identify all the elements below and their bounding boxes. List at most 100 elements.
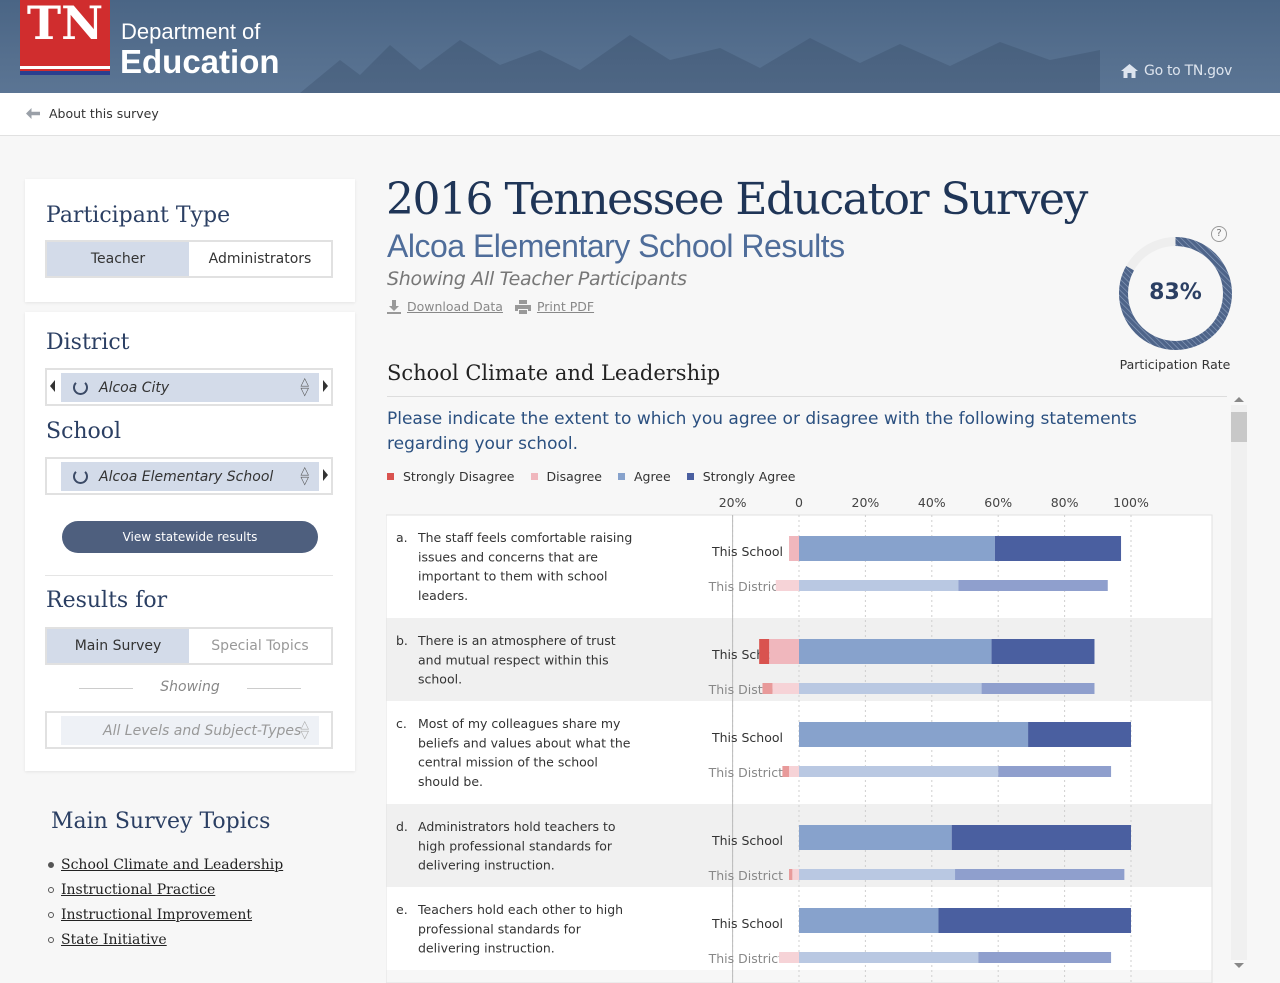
question-text: issues and concerns that are [418,549,598,564]
bullet-icon [48,911,54,918]
x-tick-label: 100% [1113,495,1149,510]
about-survey-link[interactable]: About this survey [26,106,159,121]
participant-type-panel: Participant Type Teacher Administrators [25,179,355,302]
school-disagree-bar [789,536,799,561]
main-survey-option[interactable]: Main Survey [47,629,189,663]
topic-link[interactable]: Instructional Practice [61,881,216,898]
bullet-icon [48,936,54,943]
scroll-down-arrow-icon[interactable] [1234,963,1244,968]
x-tick-label: 80% [1051,495,1079,510]
school-select-value-box: Alcoa Elementary School △ ▽ [61,462,319,491]
teacher-option[interactable]: Teacher [47,242,189,276]
page-title: 2016 Tennessee Educator Survey [386,174,1088,225]
question-text: Most of my colleagues share my [418,716,621,731]
scrollbar-thumb[interactable] [1231,412,1247,442]
download-data-link[interactable]: Download Data [387,299,503,314]
legend-item: Strongly Agree [686,469,795,484]
school-strongly-disagree-bar [759,639,770,664]
showing-divider-right [247,688,301,689]
previous-arrow-icon[interactable] [50,380,55,392]
x-tick-label: 60% [984,495,1012,510]
topic-item[interactable]: School Climate and Leadership [48,852,283,877]
next-arrow-icon[interactable] [323,469,328,481]
school-title: School [46,419,122,444]
topic-item[interactable]: Instructional Improvement [48,902,283,927]
print-pdf-link[interactable]: Print PDF [514,299,595,314]
levels-select-value-box: All Levels and Subject-Types △ ▽ [61,716,319,745]
question-text: delivering instruction. [418,858,555,873]
loading-spinner-icon [73,380,88,395]
district-select[interactable]: Alcoa City △ ▽ [45,368,333,406]
school-agree-bar [799,908,939,933]
question-text: and mutual respect within this [418,652,609,667]
print-pdf-label: Print PDF [536,299,595,314]
x-tick-label: 0 [795,495,803,510]
legend-label: Disagree [546,469,602,484]
sub-navigation-bar: About this survey [0,93,1280,136]
district-strongly-agree-bar [958,580,1108,591]
help-icon[interactable]: ? [1211,226,1227,242]
section-prompt: Please indicate the extent to which you … [387,409,1137,454]
scroll-up-arrow-icon[interactable] [1234,397,1244,402]
topic-link[interactable]: Instructional Improvement [61,906,253,923]
question-letter: e. [396,902,408,917]
topic-link[interactable]: State Initiative [61,931,167,948]
printer-icon [514,299,531,314]
goto-tn-link[interactable]: Go to TN.gov [1121,63,1232,79]
question-text: professional standards for [418,921,582,936]
administrators-option[interactable]: Administrators [208,251,312,267]
district-strongly-disagree-bar [762,683,773,694]
next-arrow-icon[interactable] [323,380,328,392]
download-icon [387,299,401,314]
topic-item[interactable]: State Initiative [48,927,283,952]
showing-label: Showing [160,679,220,695]
tn-logo[interactable]: TN [20,0,110,75]
district-strongly-agree-bar [981,683,1095,694]
legend-label: Agree [633,469,671,484]
school-agree-bar [799,536,995,561]
legend-swatch-strongly-agree [686,473,694,480]
topic-link[interactable]: School Climate and Leadership [61,856,284,873]
x-tick-label: 20% [852,495,880,510]
question-text: important to them with school [418,569,607,584]
about-survey-label: About this survey [49,106,159,121]
updown-chevron-icon: △ ▽ [300,464,309,487]
loading-spinner-icon [73,469,88,484]
topic-item[interactable]: Instructional Practice [48,877,283,902]
question-text: Administrators hold teachers to [418,819,616,834]
updown-chevron-icon: △ ▽ [300,718,309,741]
view-statewide-button[interactable]: View statewide results [62,521,318,553]
levels-value: All Levels and Subject-Types [103,722,302,739]
participant-type-title: Participant Type [46,203,231,228]
tn-logo-text: TN [26,0,104,50]
school-select[interactable]: Alcoa Elementary School △ ▽ [45,457,333,495]
district-agree-bar [799,952,979,963]
district-value: Alcoa City [99,379,170,396]
this-district-label: This District [708,765,784,780]
survey-chart: 20% 0 20% 40% 60% 80% 100% a. The staff feels co… [386,495,1213,983]
topics-list: School Climate and Leadership Instructio… [48,852,283,952]
question-text: should be. [418,774,483,789]
this-district-label: This District [708,868,784,883]
legend-swatch-agree [617,473,625,480]
district-disagree-bar [775,580,799,591]
education-label: Education [120,43,280,80]
participation-rate-value: 83% [1149,280,1202,305]
results-for-title: Results for [46,588,168,613]
chart-scrollbar[interactable] [1229,395,1247,975]
school-agree-bar [799,825,952,850]
question-text: school. [418,672,462,687]
legend-item: Agree [617,469,671,484]
levels-select[interactable]: All Levels and Subject-Types △ ▽ [45,711,333,749]
school-agree-bar [799,722,1029,747]
district-disagree-bar [789,766,799,777]
special-topics-option[interactable]: Special Topics [211,638,309,654]
district-agree-bar [799,580,959,591]
department-label: Department of [121,19,261,44]
district-strongly-disagree-bar [782,766,790,777]
header-background-trees [300,35,1100,93]
divider [45,575,333,576]
school-disagree-bar [769,639,799,664]
district-agree-bar [799,869,956,880]
